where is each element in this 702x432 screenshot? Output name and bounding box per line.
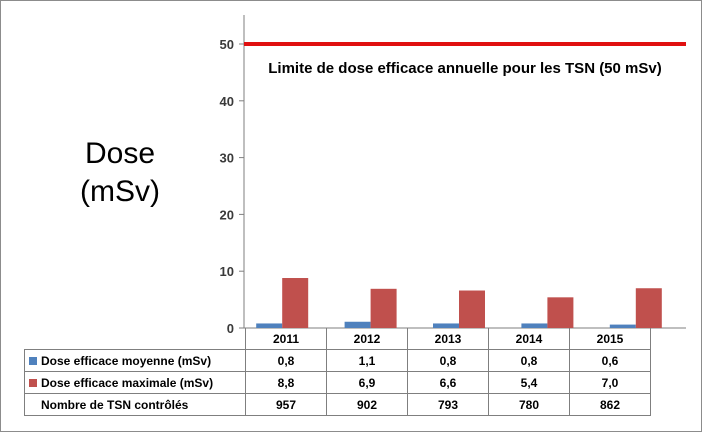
bar-maximale [547, 297, 574, 328]
table-header-cell: 2013 [407, 328, 489, 350]
y-axis-label: Dose (mSv) [55, 135, 185, 211]
bar-maximale [459, 290, 485, 328]
bar-moyenne [256, 323, 283, 328]
bar-moyenne [344, 321, 371, 328]
series-name: Dose efficace moyenne (mSv) [41, 353, 212, 368]
bar-moyenne [609, 324, 636, 328]
table-cell: 1,1 [326, 349, 408, 372]
table-cell: 0,8 [407, 349, 489, 372]
table-cell: 0,8 [245, 349, 327, 372]
table-cell: 6,6 [407, 371, 489, 394]
bar-moyenne [433, 323, 459, 328]
table-cell: 902 [326, 393, 408, 416]
table-row: Dose efficace maximale (mSv) 8,8 6,9 6,6… [24, 371, 651, 394]
bar-maximale [370, 288, 397, 328]
bars [256, 278, 662, 328]
y-tick-label: 40 [220, 94, 234, 109]
table-header-cell: 2014 [488, 328, 570, 350]
table-cell: 780 [488, 393, 570, 416]
limit-label: Limite de dose efficace annuelle pour le… [268, 60, 661, 77]
table-cell: 957 [245, 393, 327, 416]
table-header-row: 2011 2012 2013 2014 2015 [24, 328, 651, 350]
table-row: Dose efficace moyenne (mSv) 0,8 1,1 0,8 … [24, 349, 651, 372]
y-axis-label-line-1: Dose [84, 137, 156, 170]
table-cell: 6,9 [326, 371, 408, 394]
limit-group: Limite de dose efficace annuelle pour le… [244, 42, 686, 77]
legend-key-blue [29, 357, 37, 366]
table-cell: 0,6 [569, 349, 651, 372]
table-cell: 793 [407, 393, 489, 416]
table-cell: 5,4 [488, 371, 570, 394]
y-tick-label: 30 [220, 151, 234, 166]
table-row: Nombre de TSN contrôlés 957 902 793 780 … [24, 393, 651, 416]
y-tick-label: 50 [220, 37, 234, 52]
table-header-cell: 2012 [326, 328, 408, 350]
y-axis-label-line-2: (mSv) [80, 175, 160, 208]
table-cell: 8,8 [245, 371, 327, 394]
table-cell: 0,8 [488, 349, 570, 372]
table-cell: 7,0 [569, 371, 651, 394]
data-table: 2011 2012 2013 2014 2015 Dose efficace m… [24, 328, 651, 416]
bar-moyenne [521, 323, 548, 328]
row-name: Nombre de TSN contrôlés [41, 397, 189, 412]
table-corner [24, 328, 246, 350]
series-legend-moyenne: Dose efficace moyenne (mSv) [24, 349, 246, 372]
row-label: Nombre de TSN contrôlés [24, 393, 246, 416]
table-cell: 862 [569, 393, 651, 416]
bar-maximale [635, 288, 662, 328]
table-header-cell: 2015 [569, 328, 651, 350]
series-legend-maximale: Dose efficace maximale (mSv) [24, 371, 246, 394]
series-name: Dose efficace maximale (mSv) [41, 375, 214, 390]
y-tick-label: 20 [220, 207, 234, 222]
bar-maximale [282, 278, 309, 328]
table-header-cell: 2011 [245, 328, 327, 350]
y-tick-label: 10 [220, 264, 234, 279]
legend-key-red [29, 379, 37, 388]
